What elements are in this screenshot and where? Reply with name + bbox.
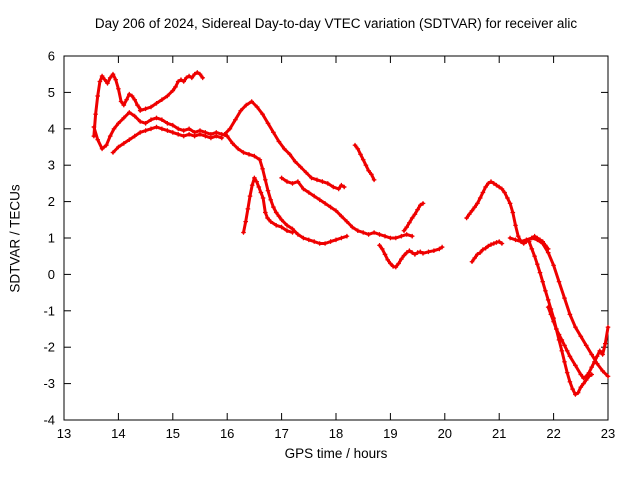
y-tick-label: -3: [43, 376, 55, 391]
data-series-trace-05: [223, 100, 346, 191]
x-tick-label: 17: [274, 426, 288, 441]
data-series-markers-trace-14: [526, 239, 594, 397]
y-tick-label: 0: [48, 267, 55, 282]
data-series-markers-trace-03: [91, 110, 230, 152]
data-series-markers-trace-05: [222, 99, 347, 192]
x-tick-label: 16: [220, 426, 234, 441]
data-series-markers-trace-10: [377, 243, 445, 270]
data-series-trace-13: [470, 240, 504, 264]
x-tick-label: 23: [601, 426, 615, 441]
data-series-markers-trace-01: [91, 71, 143, 139]
y-tick-label: 4: [48, 121, 55, 136]
data-series-markers-trace-16: [545, 304, 611, 381]
x-tick-label: 20: [438, 426, 452, 441]
x-tick-label: 21: [492, 426, 506, 441]
data-series-markers-trace-15: [507, 235, 611, 379]
y-tick-label: 5: [48, 85, 55, 100]
y-tick-label: 2: [48, 194, 55, 209]
y-tick-label: 3: [48, 158, 55, 173]
y-tick-label: 6: [48, 49, 55, 64]
x-tick-label: 15: [166, 426, 180, 441]
data-series-markers-trace-07: [241, 175, 295, 235]
data-series-trace-15: [508, 236, 610, 378]
data-series-markers-trace-06: [224, 133, 350, 246]
data-series-markers-trace-08: [279, 175, 415, 241]
y-axis-label-wrap: SDTVAR / TECUs: [0, 56, 30, 420]
data-series-markers-trace-04: [110, 124, 225, 155]
data-series-trace-08: [280, 176, 414, 240]
data-series-markers-trace-13: [469, 239, 505, 264]
x-tick-label: 18: [329, 426, 343, 441]
y-tick-label: -2: [43, 340, 55, 355]
y-tick-label: -4: [43, 413, 55, 428]
chart-title: Day 206 of 2024, Sidereal Day-to-day VTE…: [94, 16, 578, 31]
data-series-markers-trace-11: [401, 201, 426, 233]
x-tick-label: 22: [546, 426, 560, 441]
x-axis-label: GPS time / hours: [284, 446, 388, 461]
x-tick-label: 13: [57, 426, 71, 441]
data-series-markers-trace-02: [137, 70, 205, 113]
x-tick-label: 14: [111, 426, 125, 441]
y-tick-label: 1: [48, 231, 55, 246]
x-tick-label: 19: [383, 426, 397, 441]
data-series-markers-trace-09: [352, 142, 377, 183]
y-tick-label: -1: [43, 303, 55, 318]
y-axis-label: SDTVAR / TECUs: [7, 183, 23, 293]
